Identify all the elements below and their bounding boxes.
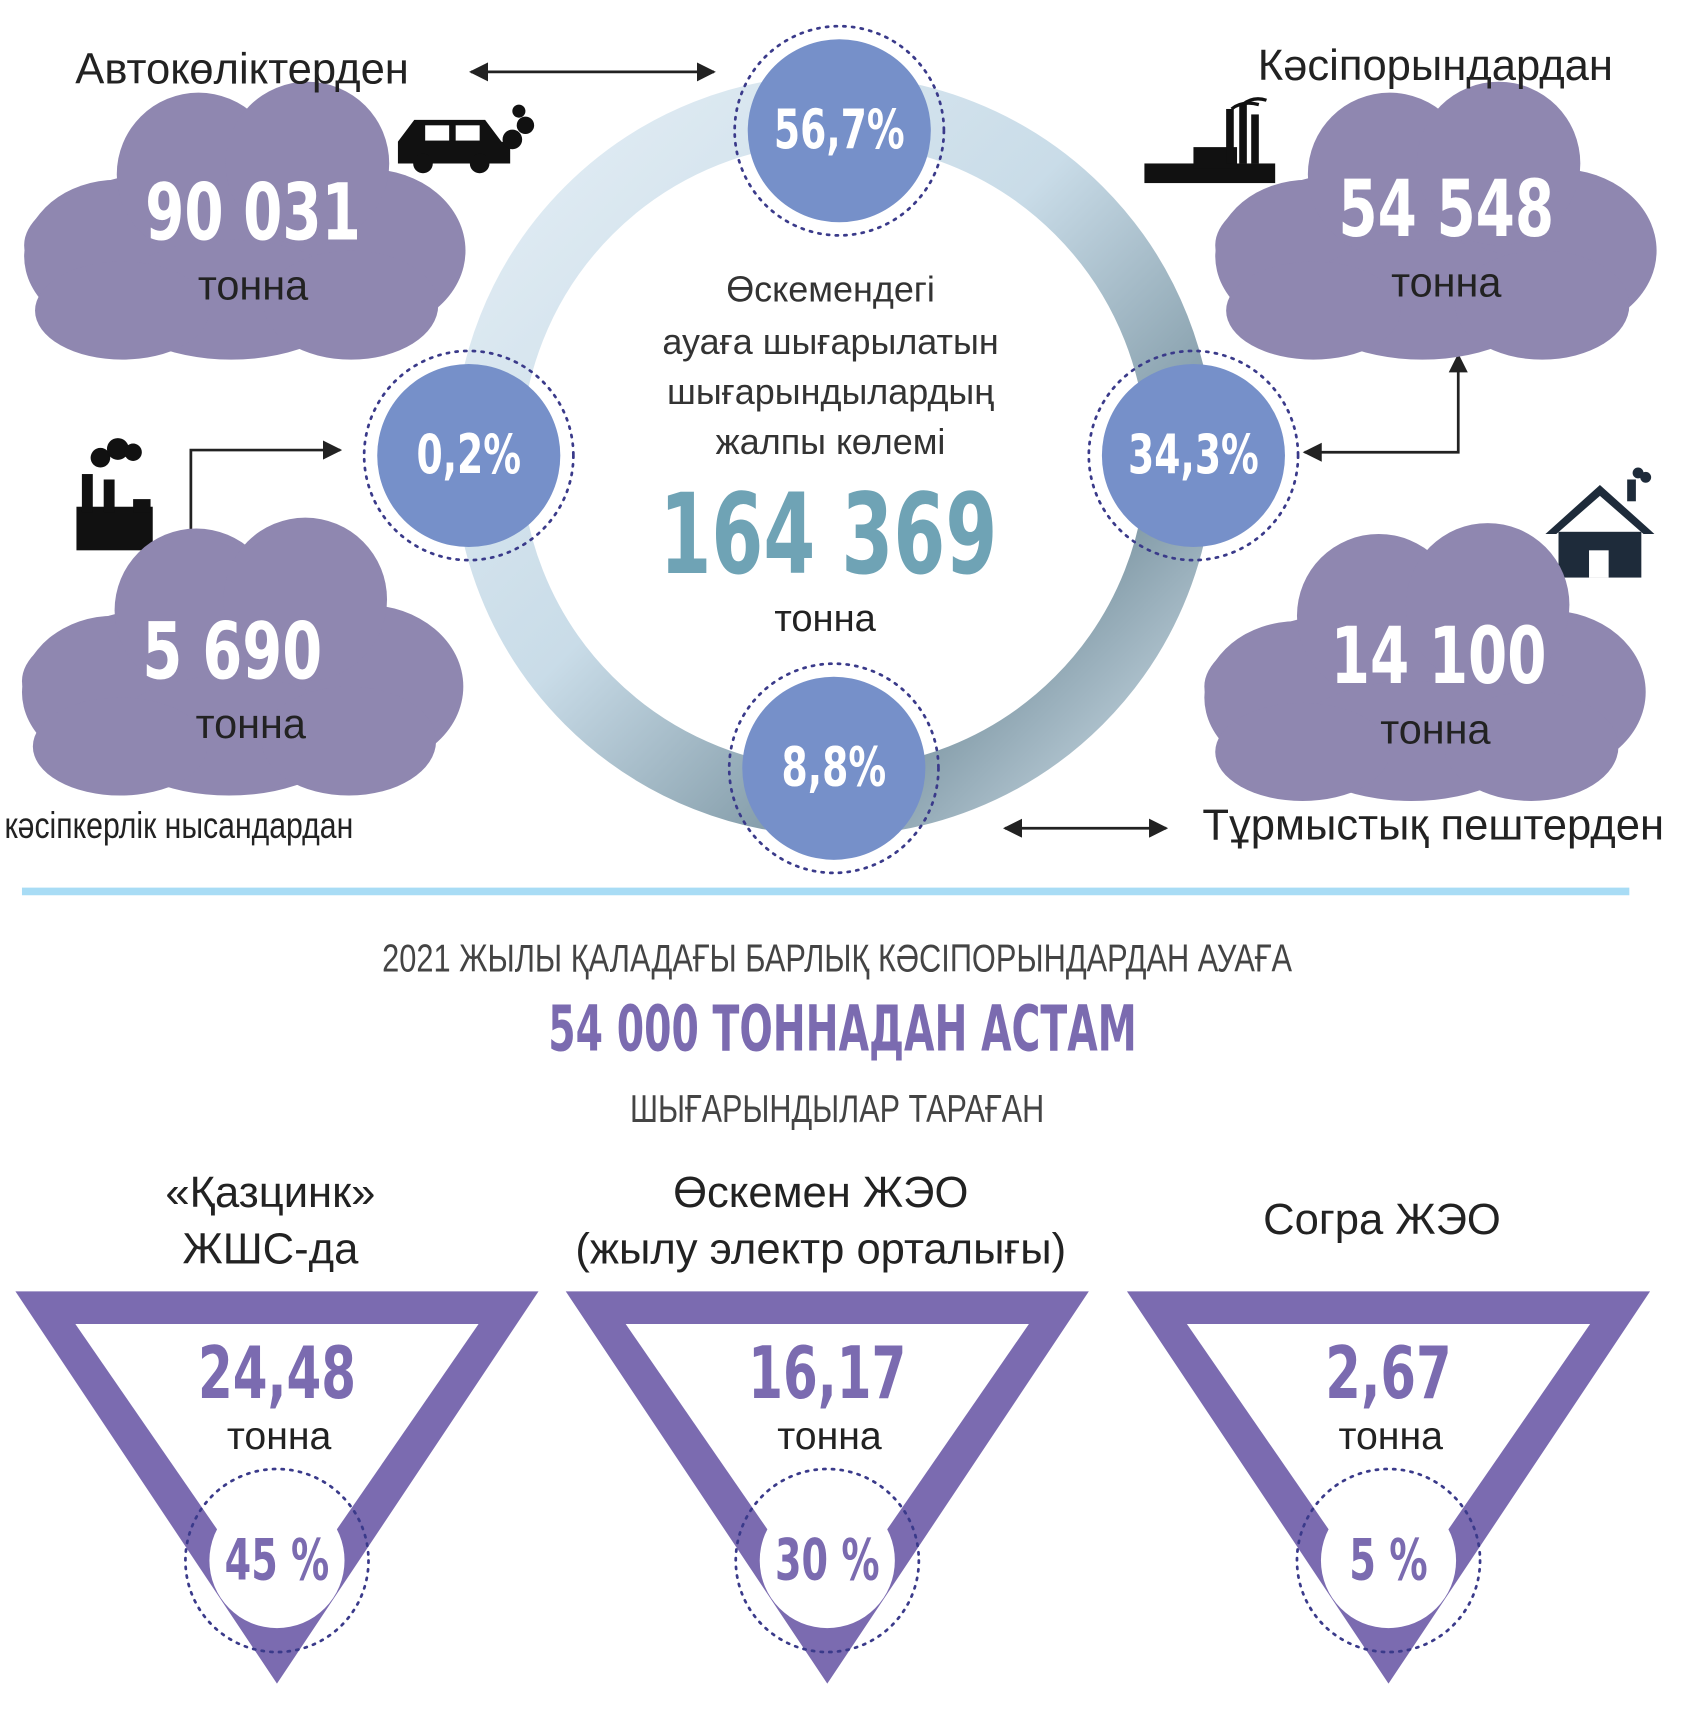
dotted-ring	[184, 1467, 370, 1654]
unit: тонна	[198, 263, 309, 309]
share-circle	[1101, 363, 1285, 548]
share: 8,8%	[782, 735, 887, 799]
dotted-ring	[733, 24, 946, 237]
cloud	[24, 81, 466, 360]
triangle-inner	[75, 1324, 479, 1617]
arrows	[181, 62, 1468, 838]
cloud-part	[32, 697, 208, 796]
cloud	[21, 517, 464, 796]
plant-name: (жылу электр орталығы)	[575, 1226, 1066, 1274]
dotted-ring	[734, 1467, 921, 1654]
dotted-ring	[1295, 1467, 1482, 1654]
house-icon	[1545, 467, 1655, 578]
cloud-part	[1454, 250, 1630, 360]
share: 34,3%	[1128, 422, 1259, 486]
share-bg	[209, 1492, 345, 1629]
plant-unit: тонна	[777, 1414, 882, 1458]
unit: тонна	[1391, 259, 1502, 305]
cloud	[1204, 523, 1646, 801]
cloud-part	[223, 517, 388, 682]
plant-unit: тонна	[1338, 1414, 1443, 1458]
center-title-line: Өскемендегі	[726, 269, 935, 310]
plant-amount: 16,17	[748, 1331, 906, 1415]
car-icon	[397, 104, 535, 174]
plant-share: 45 %	[225, 1527, 330, 1593]
share-circle	[747, 39, 931, 223]
cloud-part	[261, 686, 437, 796]
cloud-part	[263, 250, 439, 360]
plant-amount: 24,48	[198, 1331, 356, 1415]
center-title-line: ауаға шығарылатын	[662, 321, 998, 362]
amount: 54 548	[1338, 163, 1554, 255]
plant-unit: тонна	[227, 1414, 332, 1458]
triangle-inner	[1186, 1324, 1591, 1617]
dotted-ring	[1087, 349, 1300, 562]
unit: тонна	[196, 701, 307, 747]
plant-name: ЖШС-да	[183, 1226, 360, 1274]
plant-name: «Қазцинк»	[165, 1169, 375, 1217]
triangle-inner	[625, 1324, 1029, 1617]
cloud	[1215, 81, 1657, 360]
center-title-line: шығарындылардың	[667, 371, 994, 412]
section2-highlight: 54 000 ТОННАДАН АСТАМ	[548, 992, 1136, 1066]
plant-share: 30 %	[775, 1527, 880, 1593]
total: 164 369	[659, 471, 997, 600]
section2-line3: ШЫҒАРЫНДЫЛАР ТАРАҒАН	[630, 1087, 1044, 1131]
share: 56,7%	[774, 97, 905, 161]
plant-amount: 2,67	[1325, 1331, 1451, 1415]
source-label: Автокөліктерден	[75, 45, 409, 93]
share-bg	[759, 1492, 895, 1629]
unit: тонна	[1380, 706, 1491, 752]
factory-icon	[1144, 97, 1276, 184]
cloud-part	[225, 81, 390, 246]
amount: 90 031	[145, 166, 361, 258]
small-factory-icon	[76, 438, 153, 551]
center-title: Өскемендегі ауаға шығарылатын шығарындыл…	[662, 269, 998, 463]
cloud-part	[1444, 691, 1619, 801]
share-circle	[742, 676, 926, 860]
share-circle	[377, 363, 561, 548]
amount: 14 100	[1331, 610, 1547, 702]
cloud-part	[1215, 702, 1390, 801]
dotted-ring	[727, 662, 940, 875]
plant-name: Өскемен ЖЭО	[673, 1169, 968, 1217]
cloud-part	[1416, 81, 1581, 246]
section2-line1: 2021 ЖЫЛЫ ҚАЛАДАҒЫ БАРЛЫҚ КӘСІПОРЫНДАРДА…	[382, 937, 1293, 981]
plant-share: 5 %	[1349, 1527, 1427, 1593]
cloud-part	[1226, 261, 1401, 360]
dotted-ring	[362, 349, 575, 562]
center-title-line: жалпы көлемі	[716, 421, 946, 462]
cloud-part	[35, 261, 210, 360]
share-bg	[1320, 1492, 1457, 1629]
source-label: Тұрмыстық пештерден	[1202, 802, 1664, 850]
amount: 5 690	[142, 606, 322, 698]
total-unit: тонна	[774, 597, 876, 640]
source-label: Шағын және орта кәсіпкерлік нысандардан	[0, 804, 353, 846]
cloud-part	[1405, 523, 1570, 687]
share: 0,2%	[416, 422, 521, 486]
source-label: Кәсіпорындардан	[1258, 42, 1613, 90]
plant-name: Согра ЖЭО	[1263, 1196, 1501, 1244]
